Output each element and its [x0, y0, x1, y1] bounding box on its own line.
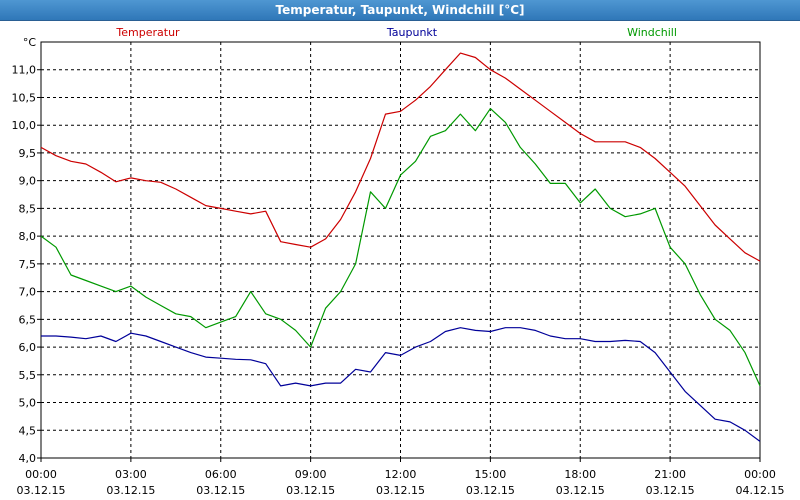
x-tick-date: 03.12.15: [17, 484, 66, 497]
x-tick-time: 12:00: [385, 468, 417, 481]
y-tick-label: 5,5: [19, 369, 37, 382]
y-axis-label: °C: [23, 36, 37, 49]
x-tick-date: 03.12.15: [196, 484, 245, 497]
x-tick-time: 00:00: [25, 468, 57, 481]
legend-entry-temperatur: Temperatur: [115, 26, 180, 39]
x-tick-time: 15:00: [475, 468, 507, 481]
y-tick-label: 11,0: [12, 64, 37, 77]
y-tick-label: 7,0: [19, 286, 37, 299]
legend-entry-taupunkt: Taupunkt: [386, 26, 438, 39]
x-tick-time: 09:00: [295, 468, 327, 481]
x-tick-time: 18:00: [564, 468, 596, 481]
y-tick-label: 4,5: [19, 424, 37, 437]
y-tick-label: 4,0: [19, 452, 37, 465]
y-tick-label: 9,5: [19, 147, 37, 160]
x-tick-time: 03:00: [115, 468, 147, 481]
x-tick-date: 03.12.15: [286, 484, 335, 497]
y-tick-label: 8,0: [19, 230, 37, 243]
x-tick-date: 03.12.15: [556, 484, 605, 497]
series-line-temperatur: [40, 52, 761, 262]
legend-entry-windchill: Windchill: [627, 26, 677, 39]
x-tick-date: 03.12.15: [106, 484, 155, 497]
y-tick-label: 8,5: [19, 202, 37, 215]
x-tick-time: 21:00: [654, 468, 686, 481]
x-tick-time: 06:00: [205, 468, 237, 481]
y-tick-label: 5,0: [19, 397, 37, 410]
x-tick-date: 03.12.15: [646, 484, 695, 497]
y-tick-label: 9,0: [19, 175, 37, 188]
line-chart: 4,0 4,5 5,0 5,5 6,0 6,5 7,0 7,5 8,0 8,5 9,0 9,5 10,0…: [12, 26, 785, 497]
y-tick-label: 7,5: [19, 258, 37, 271]
x-tick-time: 00:00: [744, 468, 776, 481]
series-line-windchill: [40, 107, 761, 387]
y-tick-label: 10,0: [12, 119, 37, 132]
x-tick-date: 03.12.15: [466, 484, 515, 497]
x-tick-date: 04.12.15: [736, 484, 785, 497]
y-tick-label: 6,0: [19, 341, 37, 354]
y-tick-label: 10,5: [12, 91, 37, 104]
window-title: Temperatur, Taupunkt, Windchill [°C]: [275, 3, 525, 17]
series-line-taupunkt: [41, 327, 761, 442]
y-tick-label: 6,5: [19, 313, 37, 326]
title-bar: Temperatur, Taupunkt, Windchill [°C]: [0, 0, 800, 21]
x-tick-date: 03.12.15: [376, 484, 425, 497]
